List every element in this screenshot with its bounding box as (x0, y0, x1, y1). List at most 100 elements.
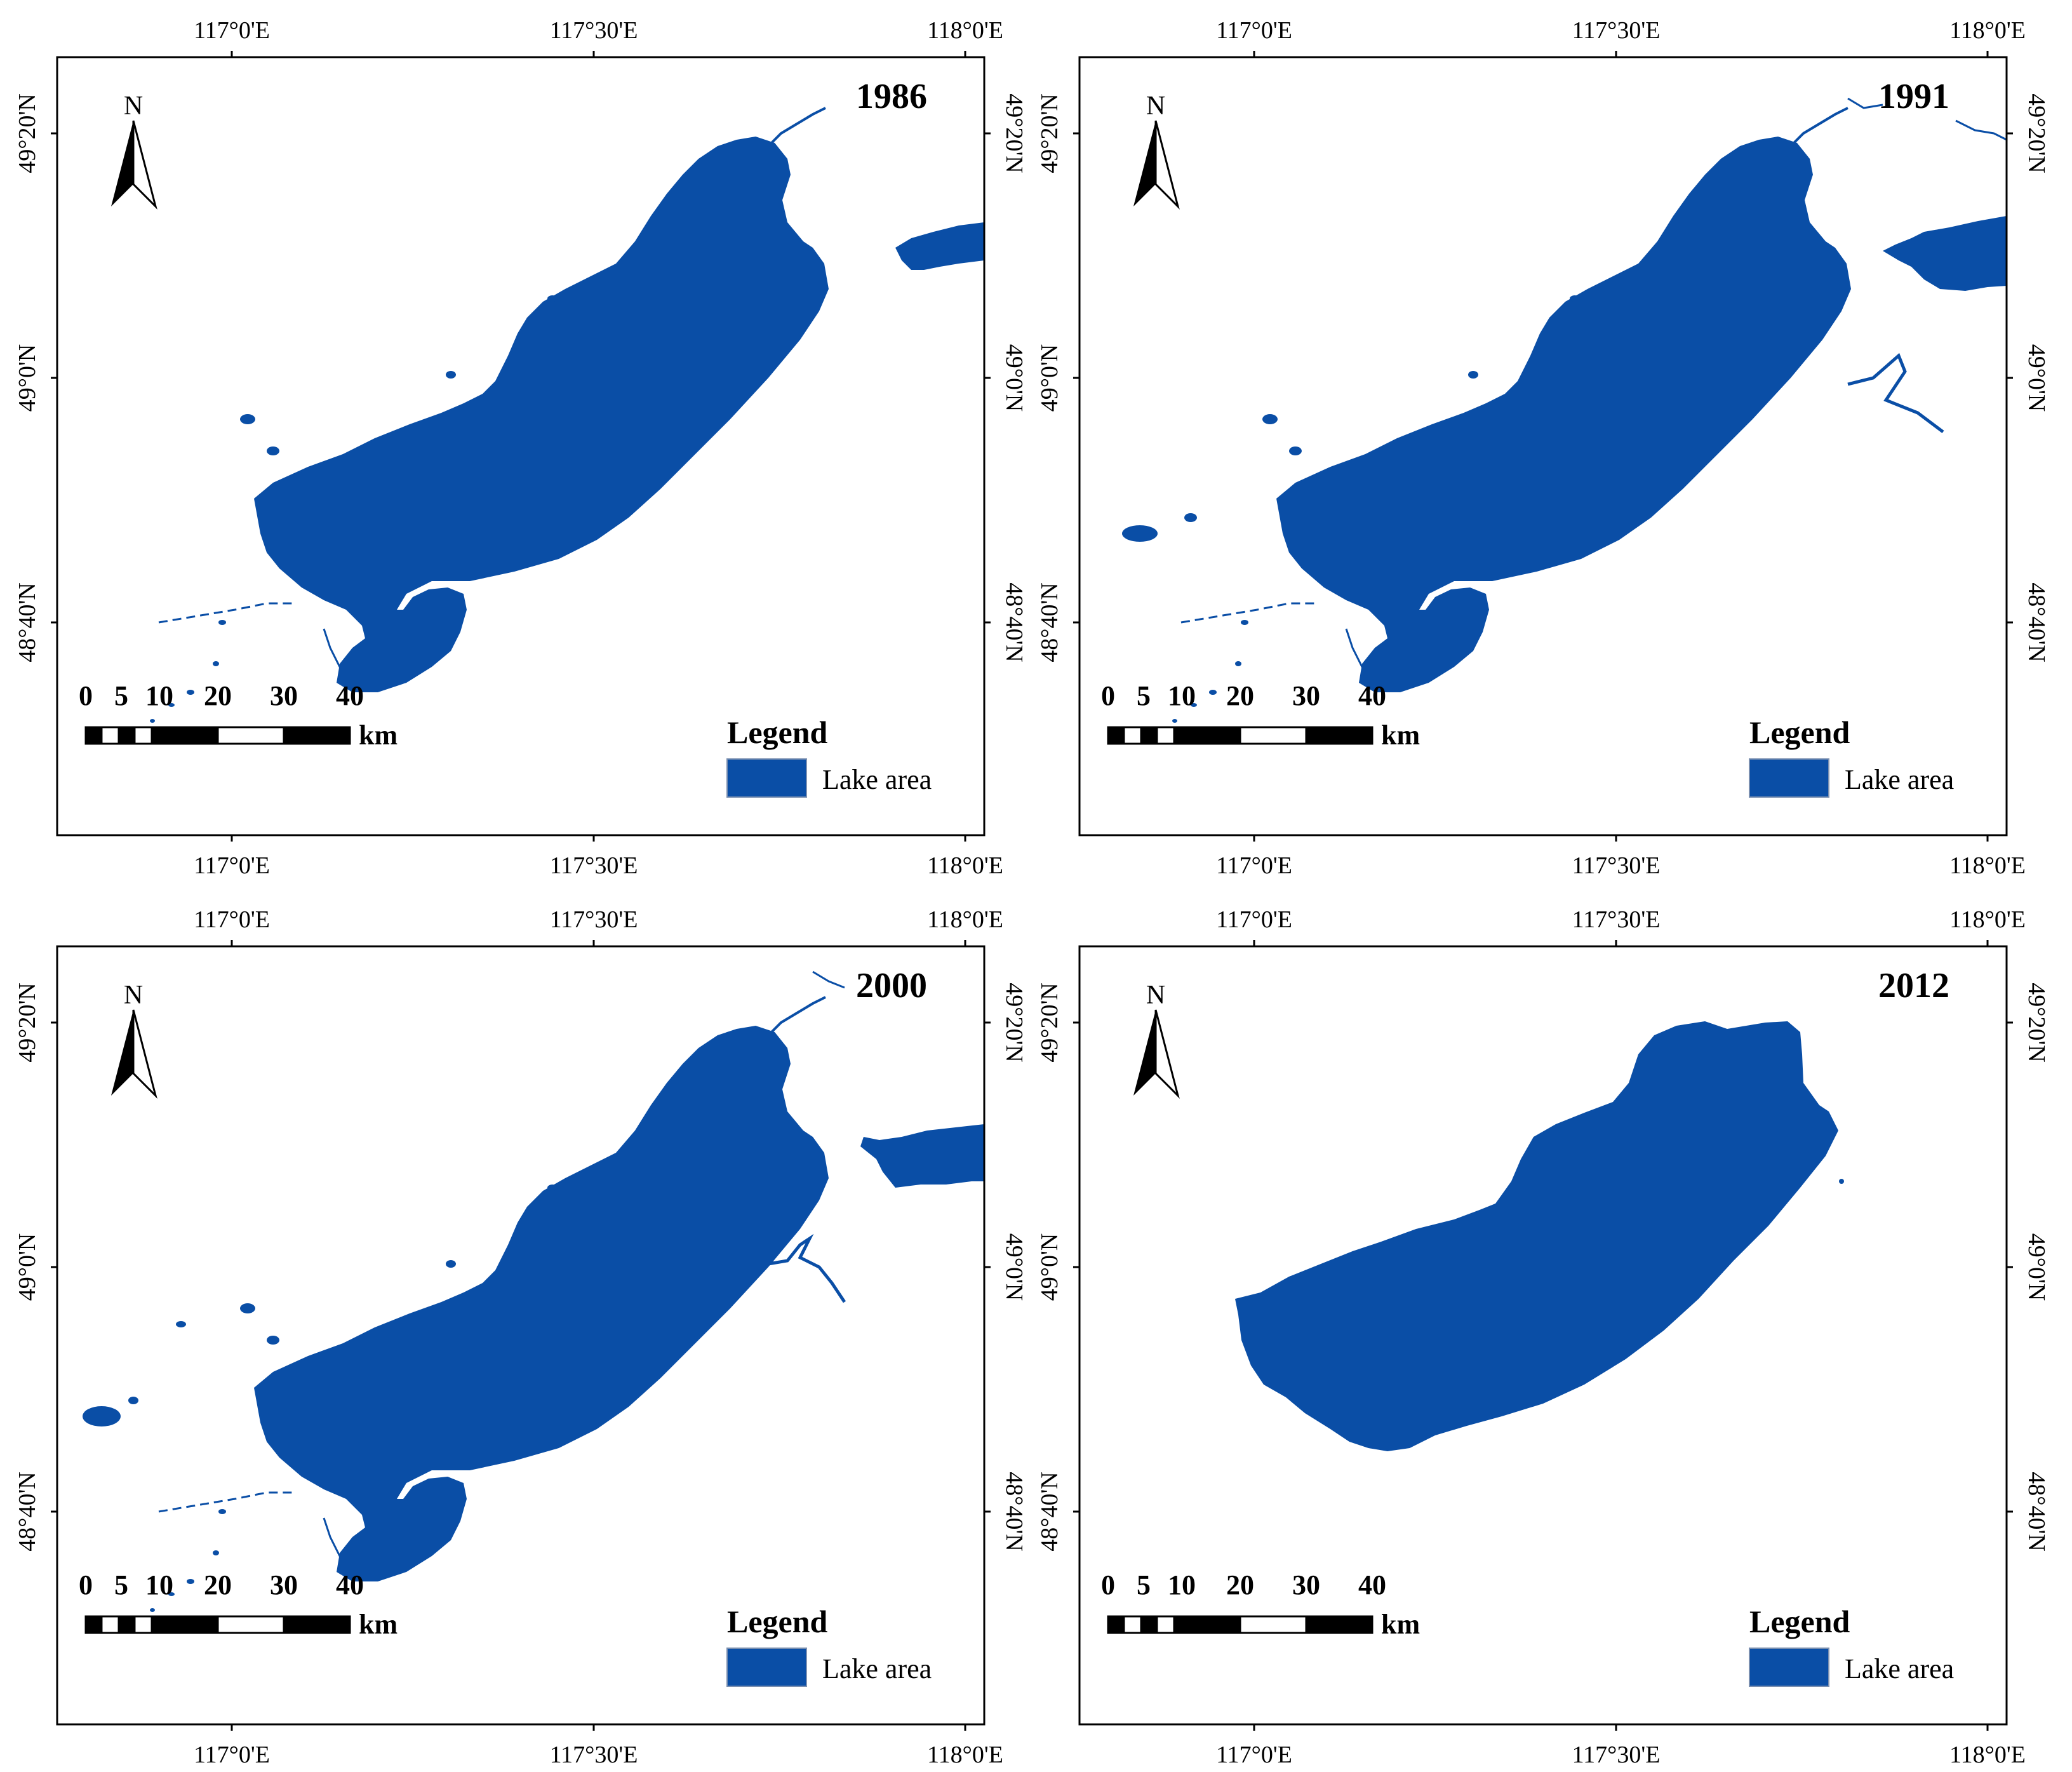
legend-title: Legend (1749, 715, 1850, 750)
scale-bar-segment (1123, 1615, 1142, 1634)
scale-bar-tick-label: 10 (1168, 680, 1196, 711)
scale-bar-unit: km (1381, 720, 1420, 751)
lake-fragment (150, 1608, 155, 1612)
scale-bar-tick-label: 0 (79, 680, 93, 711)
legend-title: Legend (727, 715, 828, 750)
year-label: 1991 (1878, 77, 1949, 116)
longitude-label-top: 117°30'E (1572, 906, 1661, 933)
lake-area-polygons (150, 107, 984, 733)
lake-fragment (240, 414, 255, 424)
scale-bar-tick-label: 10 (1168, 1569, 1196, 1601)
lake-area-polygons (1235, 1021, 1844, 1451)
scale-bar-tick-label: 5 (114, 680, 128, 711)
scale-bar-segment (1123, 726, 1142, 745)
legend-title: Legend (1749, 1604, 1850, 1639)
latitude-label-left: 48°40'N (14, 582, 41, 662)
north-arrow-right-half (1154, 120, 1180, 210)
scale-bar-tick-label: 10 (145, 680, 173, 711)
latitude-label-right: 49°0'N (1001, 1233, 1027, 1301)
north-arrow-right-half (132, 1009, 157, 1099)
scale-bar: 0 5 10 20 30 40 km (1101, 1569, 1420, 1640)
latitude-label-left: 49°0'N (1036, 1233, 1063, 1301)
scale-bar-segment (84, 726, 103, 745)
river-channel (158, 602, 292, 624)
longitude-label-bottom: 117°30'E (550, 1742, 638, 1768)
scale-bar-tick-label: 0 (1101, 1569, 1115, 1601)
longitude-label-bottom: 117°30'E (1572, 1742, 1661, 1768)
longitude-label-top: 118°0'E (1949, 17, 2026, 44)
lake-fragment (446, 1260, 456, 1268)
scale-bar-unit: km (1381, 1609, 1420, 1640)
legend: Legend Lake area (726, 1604, 932, 1687)
north-arrow-left-half (111, 1010, 133, 1096)
lake-fragment (1122, 525, 1158, 542)
longitude-label-bottom: 117°0'E (194, 852, 270, 879)
scale-bar-tick-label: 20 (1226, 1569, 1254, 1601)
scale-bar-tick-label: 40 (1358, 1569, 1386, 1601)
lake-fragment (168, 1592, 175, 1596)
lake-fragment (213, 661, 219, 666)
latitude-label-right: 48°40'N (1001, 582, 1027, 662)
latitude-label-right: 48°40'N (2023, 582, 2050, 662)
latitude-label-right: 49°0'N (2023, 344, 2050, 412)
lake-fragment (187, 690, 194, 695)
latitude-label-left: 48°40'N (14, 1472, 41, 1552)
scale-bar-tick-label: 0 (79, 1569, 93, 1601)
scale-bar-segment (217, 1615, 285, 1634)
river-channel (323, 1517, 351, 1576)
scale-bar-tick-label: 5 (1137, 1569, 1151, 1601)
legend-item-label: Lake area (822, 1653, 932, 1684)
latitude-label-left: 48°40'N (1036, 1472, 1063, 1552)
scale-bar-segment (1305, 1615, 1374, 1634)
lake-fragment (213, 1550, 219, 1555)
map-frame (1078, 945, 2008, 1726)
longitude-label-bottom: 117°0'E (1216, 1742, 1292, 1768)
legend-swatch (1749, 1648, 1829, 1687)
scale-bar-tick-label: 30 (270, 1569, 298, 1601)
east-lake-polygon (895, 222, 984, 270)
map-panel-2000: 117°0'E 117°0'E 117°30'E 117°30'E 118°0'E 118… (14, 906, 1027, 1768)
legend-swatch (726, 758, 807, 798)
river-channel (323, 628, 351, 687)
lake-area-polygons (83, 970, 984, 1622)
lake-fragment (1235, 661, 1241, 666)
north-arrow-label: N (124, 91, 143, 121)
north-arrow-label: N (1146, 981, 1165, 1010)
longitude-label-top: 117°30'E (1572, 17, 1661, 44)
east-lake-polygon (860, 1124, 984, 1188)
longitude-label-top: 117°0'E (194, 17, 270, 44)
lake-fragment (547, 295, 558, 302)
longitude-label-bottom: 118°0'E (1949, 852, 2026, 879)
north-arrow-label: N (124, 981, 143, 1010)
longitude-label-top: 118°0'E (927, 906, 1003, 933)
legend: Legend Lake area (726, 715, 932, 798)
river-channel (768, 1233, 846, 1303)
latitude-label-left: 49°20'N (1036, 983, 1063, 1063)
longitude-label-top: 117°30'E (550, 17, 638, 44)
scale-bar-tick-label: 40 (1358, 680, 1386, 711)
lake-fragment (1289, 446, 1302, 455)
latitude-label-right: 48°40'N (2023, 1472, 2050, 1552)
lake-fragment (1468, 371, 1478, 379)
longitude-label-bottom: 117°0'E (194, 1742, 270, 1768)
river-channel (767, 107, 826, 147)
lake-fragment (187, 1579, 194, 1584)
north-arrow-icon: N (111, 91, 157, 210)
scale-bar: 0 5 10 20 30 40 km (1101, 680, 1420, 751)
scale-bar-segment (133, 726, 153, 745)
scale-bar-tick-label: 40 (336, 680, 364, 711)
scale-bar-segment (150, 726, 219, 745)
legend: Legend Lake area (1749, 715, 1954, 798)
north-arrow-right-half (1154, 1009, 1180, 1099)
lake-fragment (168, 703, 175, 707)
scale-bar-segment (1107, 726, 1125, 745)
north-arrow-icon: N (111, 981, 157, 1099)
legend-swatch (726, 1648, 807, 1687)
latitude-label-right: 49°20'N (2023, 983, 2050, 1063)
lake-fragment (83, 1406, 121, 1426)
map-panel-2012: 117°0'E 117°0'E 117°30'E 117°30'E 118°0'E 118… (1036, 906, 2050, 1768)
lake-fragment (128, 1397, 138, 1404)
scale-bar-segment (150, 1615, 219, 1634)
lake-fragment (547, 1185, 558, 1191)
scale-bar-segment (1107, 1615, 1125, 1634)
